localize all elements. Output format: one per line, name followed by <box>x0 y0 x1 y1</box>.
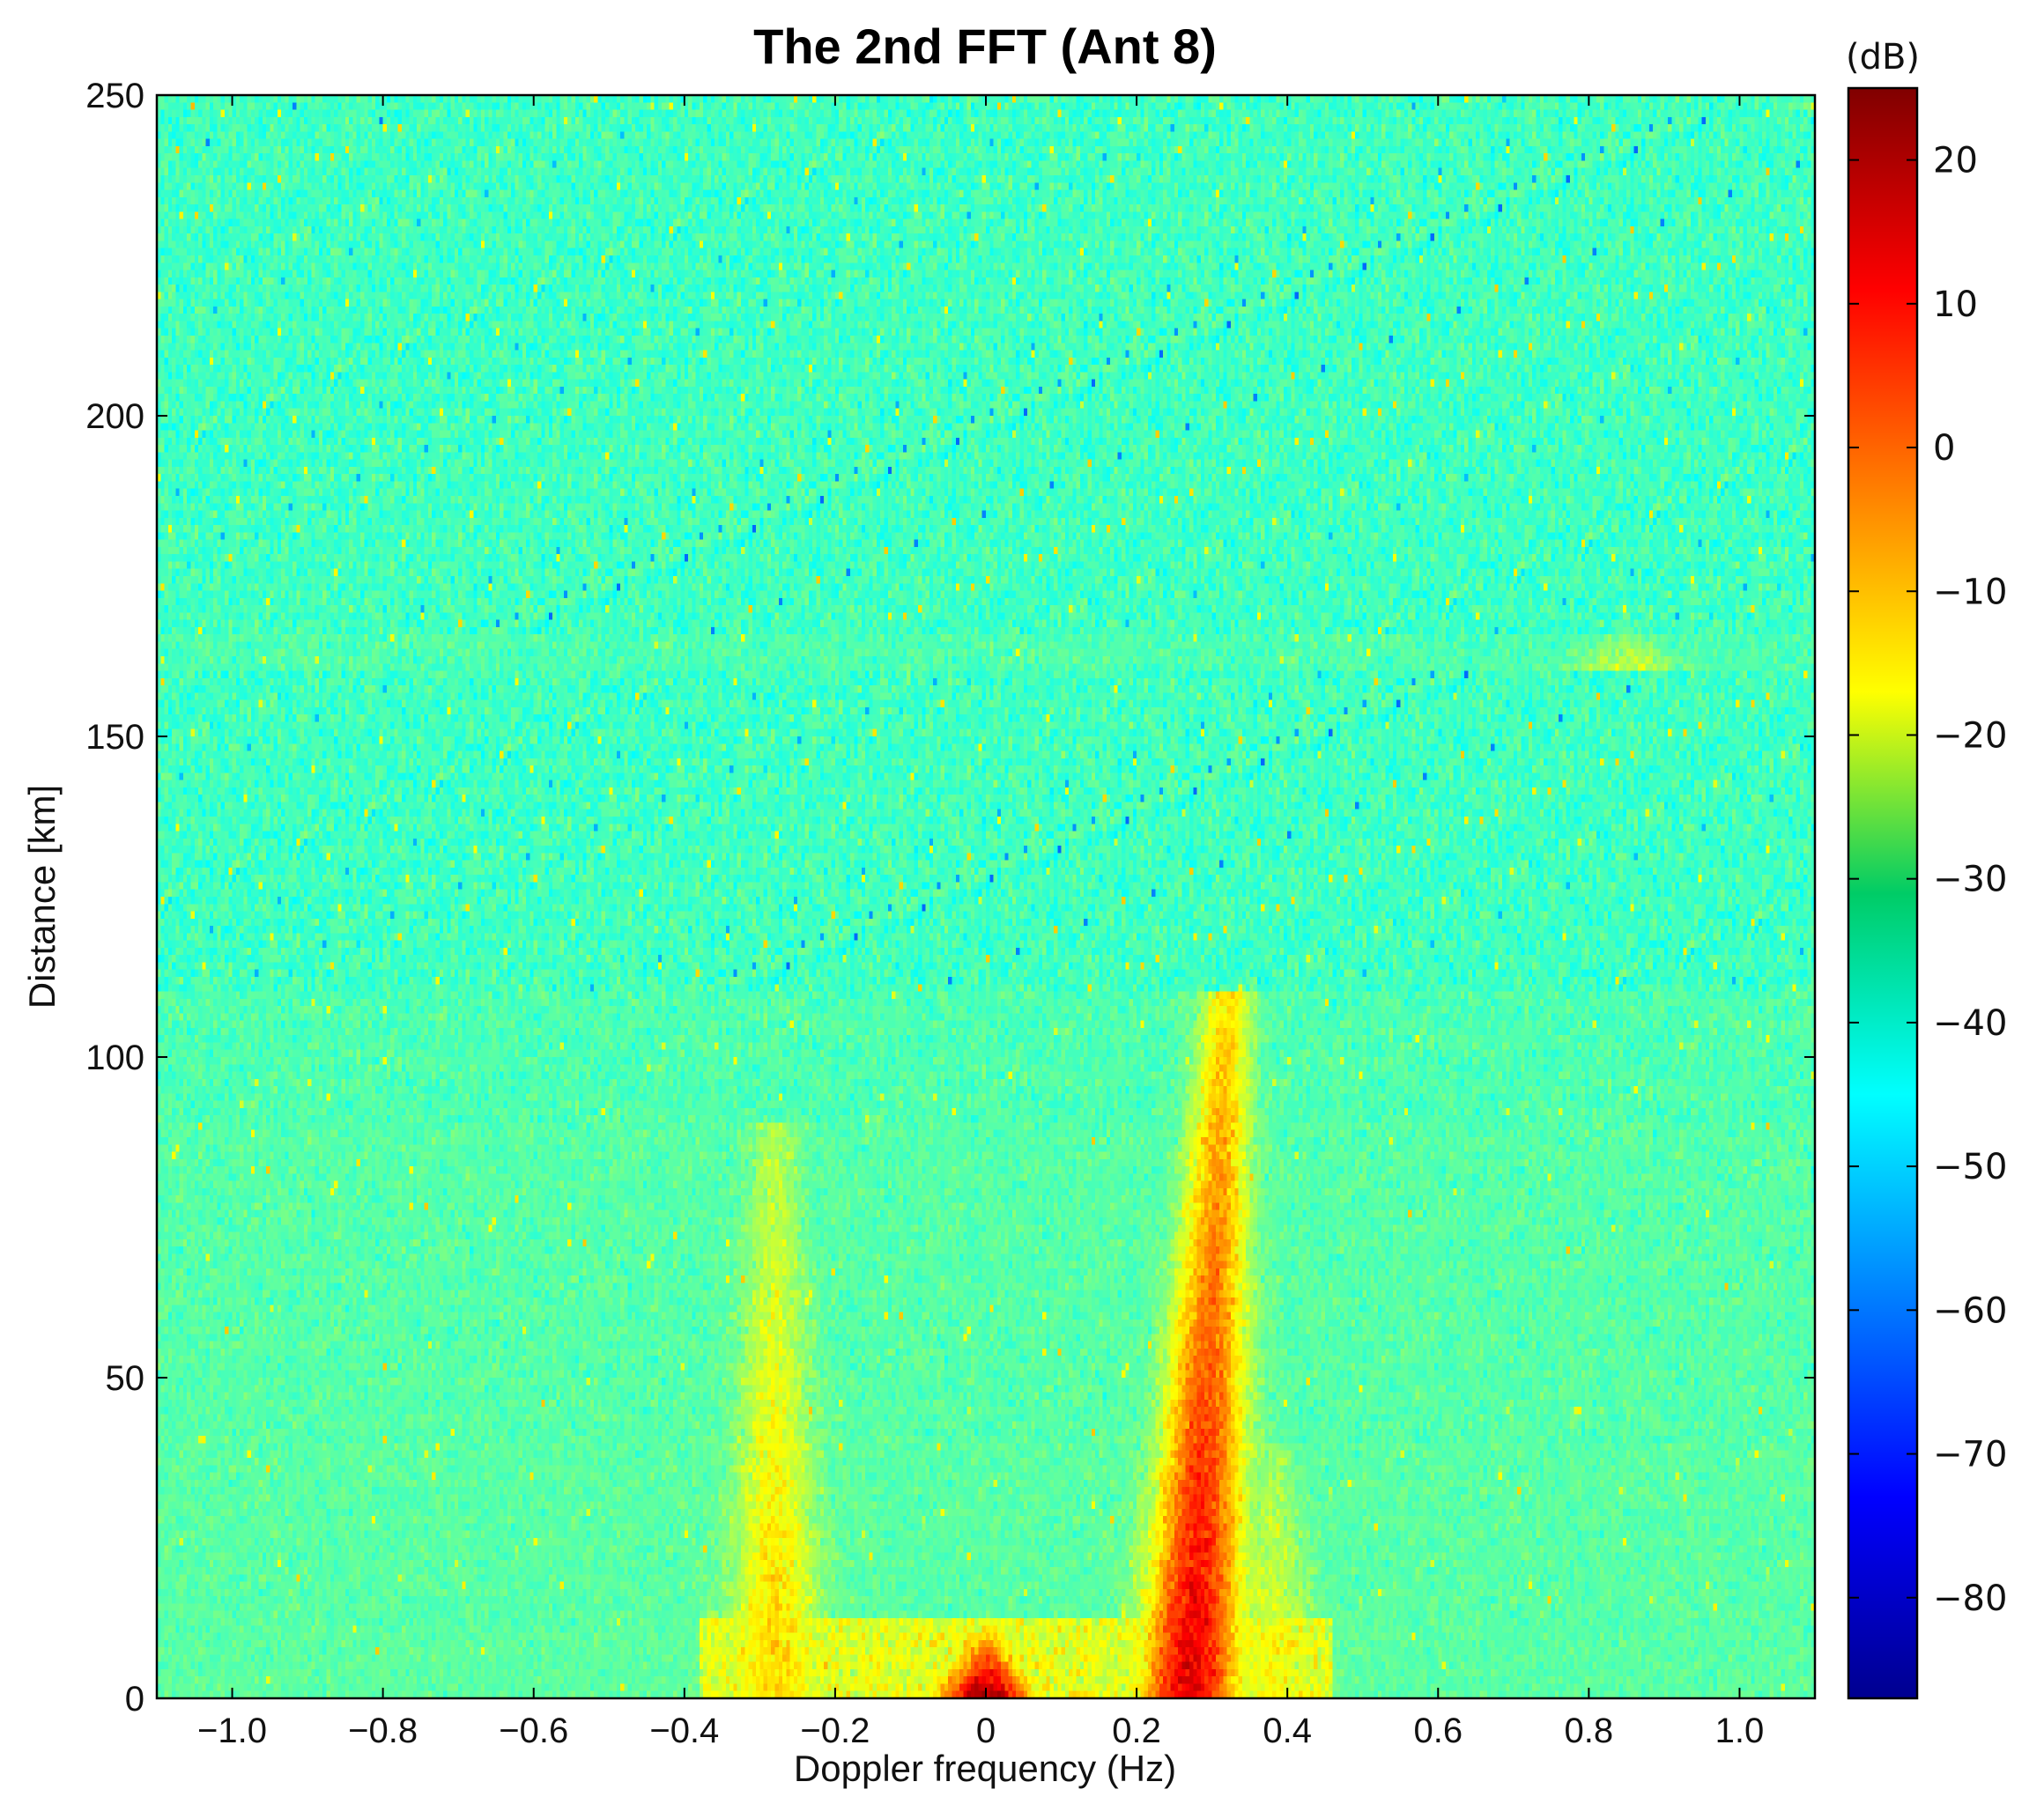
colorbar-tick-label: −80 <box>1933 1578 2007 1619</box>
y-axis: 0 50 100 150 200 250 <box>85 77 1815 1719</box>
colorbar-tick-label: 0 <box>1933 428 1955 469</box>
x-tick-label: −0.8 <box>348 1712 418 1750</box>
colorbar-tick-label: 20 <box>1933 141 1978 181</box>
x-tick-label: 0.6 <box>1413 1712 1463 1750</box>
x-tick-label: 1.0 <box>1715 1712 1765 1750</box>
x-axis-label: Doppler frequency (Hz) <box>794 1748 1176 1789</box>
x-tick-label: −0.4 <box>649 1712 719 1750</box>
colorbar-tick-label: 10 <box>1933 285 1978 325</box>
x-tick-label: 0.4 <box>1263 1712 1312 1750</box>
plot-area <box>155 93 1817 1700</box>
colorbar-tick-label: −70 <box>1933 1435 2007 1475</box>
colorbar-tick-label: −10 <box>1933 572 2007 612</box>
colorbar-unit-label: (dB) <box>1846 37 1920 78</box>
colorbar-tick-label: −30 <box>1933 860 2007 900</box>
y-tick-label: 250 <box>85 77 144 115</box>
x-tick-label: 0 <box>976 1712 996 1750</box>
y-tick-label: 0 <box>125 1680 144 1719</box>
x-tick-label: −0.6 <box>499 1712 568 1750</box>
x-tick-label: 0.8 <box>1565 1712 1614 1750</box>
x-tick-label: 0.2 <box>1112 1712 1161 1750</box>
x-axis: −1.0 −0.8 −0.6 −0.4 −0.2 0 0.2 0.4 0.6 0.8 1.0 <box>197 95 1764 1750</box>
y-tick-label: 50 <box>106 1359 145 1398</box>
y-axis-label: Distance [km] <box>21 785 63 1009</box>
colorbar-tick-label: −20 <box>1933 715 2007 756</box>
y-tick-label: 150 <box>85 718 144 757</box>
colorbar-tick-label: −60 <box>1933 1290 2007 1331</box>
colorbar: (dB) 20 10 0 −10 −20 −30 −40 −50 −60 −70 −80 <box>1846 37 2007 1700</box>
colorbar-tick-label: −40 <box>1933 1003 2007 1044</box>
y-tick-label: 200 <box>85 397 144 436</box>
x-tick-label: −0.2 <box>800 1712 870 1750</box>
heatmap-image <box>157 95 1815 1698</box>
chart-title: The 2nd FFT (Ant 8) <box>753 18 1217 74</box>
colorbar-tick-label: −50 <box>1933 1147 2007 1187</box>
y-tick-label: 100 <box>85 1039 144 1077</box>
colorbar-gradient <box>1847 86 1919 1700</box>
x-tick-label: −1.0 <box>197 1712 267 1750</box>
